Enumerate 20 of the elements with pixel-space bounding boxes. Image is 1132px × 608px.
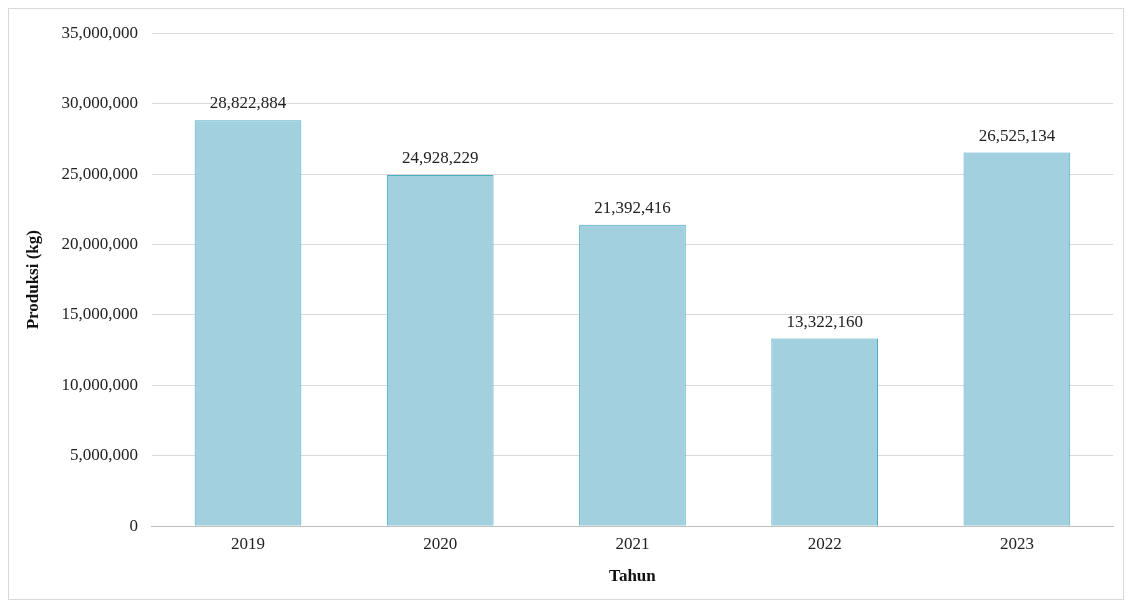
y-tick-label: 0 <box>129 515 138 535</box>
x-tick-label: 2023 <box>999 533 1034 553</box>
y-axis-title: Produksi (kg) <box>22 230 42 330</box>
data-label: 21,392,416 <box>594 197 671 217</box>
data-label: 26,525,134 <box>978 125 1056 145</box>
y-tick-label: 20,000,000 <box>61 233 138 253</box>
y-tick-label: 10,000,000 <box>61 374 138 394</box>
data-label: 24,928,229 <box>401 148 479 168</box>
y-tick-label: 15,000,000 <box>61 304 138 324</box>
x-tick-label: 2021 <box>615 533 650 553</box>
x-tick-label: 2022 <box>807 533 842 553</box>
y-tick-label: 30,000,000 <box>61 93 138 113</box>
x-axis-title: Tahun <box>609 566 657 586</box>
y-tick-label: 25,000,000 <box>61 163 138 183</box>
data-label: 13,322,160 <box>786 311 863 331</box>
x-tick-label: 2019 <box>231 533 266 553</box>
data-label: 28,822,884 <box>209 93 287 113</box>
y-tick-label: 5,000,000 <box>69 445 138 465</box>
x-tick-label: 2020 <box>423 533 458 553</box>
y-tick-label: 35,000,000 <box>61 22 138 42</box>
